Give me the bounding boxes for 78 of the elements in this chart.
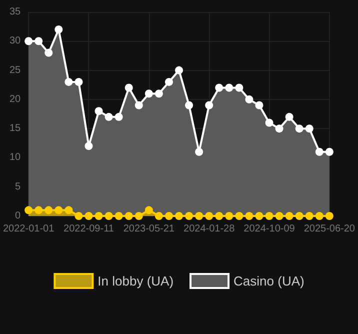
point: [144, 90, 153, 98]
point: [74, 78, 83, 86]
point: [64, 78, 73, 86]
point: [54, 25, 63, 34]
point: [144, 206, 153, 214]
point: [134, 101, 143, 110]
point: [305, 124, 314, 133]
point: [275, 124, 284, 133]
y-tick-label: 20: [9, 94, 22, 105]
point: [305, 212, 314, 220]
point: [205, 212, 214, 220]
point: [84, 142, 93, 150]
point: [164, 78, 173, 86]
x-tick-label: 2022-01-01: [3, 224, 55, 234]
x-tick-label: 2024-01-28: [184, 224, 236, 234]
point: [265, 212, 274, 220]
point: [164, 212, 173, 220]
point: [64, 206, 73, 214]
point: [195, 148, 204, 156]
legend-label: Casino (UA): [234, 274, 304, 288]
x-tick-label: 2025-06-20: [304, 224, 356, 234]
x-tick-label: 2022-09-11: [64, 224, 114, 234]
point: [265, 118, 274, 127]
point: [124, 212, 133, 220]
point: [175, 212, 183, 220]
point: [74, 212, 83, 220]
point: [134, 212, 143, 220]
y-tick-label: 5: [15, 181, 22, 192]
point: [325, 212, 334, 220]
point: [185, 101, 194, 110]
point: [185, 212, 194, 220]
y-tick-label: 0: [15, 210, 22, 222]
point: [245, 212, 254, 220]
point: [255, 212, 264, 220]
point: [104, 112, 113, 121]
point: [34, 37, 43, 46]
y-tick-label: 10: [9, 152, 22, 164]
y-tick-label: 25: [9, 64, 22, 76]
point: [225, 84, 234, 92]
point: [154, 212, 163, 220]
point: [24, 37, 33, 46]
point: [315, 148, 324, 156]
point: [205, 101, 214, 110]
point: [275, 212, 284, 220]
x-tick-label: 2024-10-09: [244, 224, 296, 234]
point: [124, 84, 133, 92]
point: [195, 212, 204, 220]
point: [225, 212, 234, 220]
y-tick-label: 30: [9, 36, 22, 47]
point: [235, 84, 244, 92]
point: [104, 212, 113, 220]
point: [44, 206, 53, 214]
point: [255, 101, 264, 110]
point: [94, 107, 103, 116]
point: [285, 212, 294, 220]
legend-label: In lobby (UA): [98, 274, 174, 288]
point: [44, 48, 53, 57]
y-tick-label: 15: [9, 123, 22, 134]
point: [94, 212, 103, 220]
point: [154, 90, 163, 98]
x-tick-label: 2023-05-21: [123, 224, 175, 234]
y-tick-label: 35: [9, 6, 22, 18]
point: [54, 206, 63, 214]
point: [295, 212, 304, 220]
point: [84, 212, 93, 220]
point: [285, 112, 294, 121]
point: [245, 95, 254, 104]
point: [215, 212, 224, 220]
point: [235, 212, 244, 220]
point: [215, 84, 224, 92]
point: [34, 206, 43, 214]
point: [114, 112, 123, 121]
point: [295, 124, 304, 133]
point: [24, 206, 33, 214]
point: [325, 148, 334, 156]
point: [114, 212, 123, 220]
point: [175, 66, 183, 74]
point: [315, 212, 324, 220]
